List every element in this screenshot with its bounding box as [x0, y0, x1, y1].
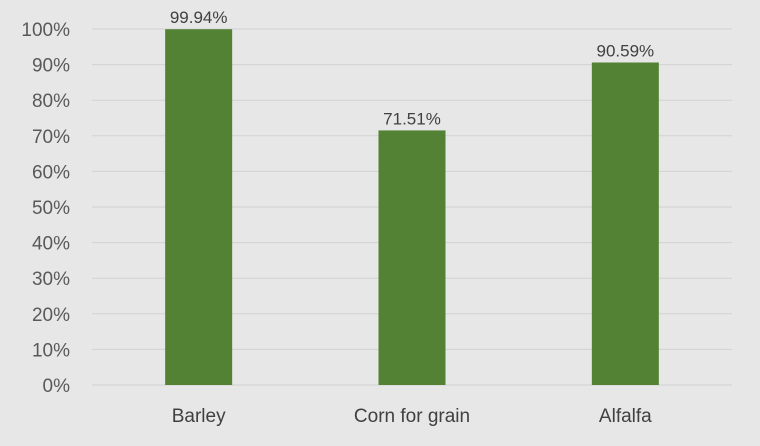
y-tick-label: 80% — [32, 91, 70, 112]
y-tick-label: 50% — [32, 198, 70, 219]
data-labels: 99.94% 71.51% 90.59% — [170, 8, 654, 128]
bar-alfalfa — [591, 62, 659, 385]
y-tick-label: 70% — [32, 127, 70, 148]
y-tick-label: 60% — [32, 162, 70, 183]
bar-corn-for-grain — [378, 130, 446, 385]
x-category-label: Barley — [172, 406, 226, 427]
data-label: 90.59% — [596, 41, 654, 60]
y-tick-label: 10% — [32, 340, 70, 361]
data-label: 99.94% — [170, 8, 228, 27]
x-axis-categories: Barley Corn for grain Alfalfa — [172, 406, 652, 427]
bars — [165, 29, 659, 386]
x-category-label: Alfalfa — [599, 406, 652, 427]
y-tick-label: 40% — [32, 234, 70, 255]
y-axis-ticks: 0% 10% 20% 30% 40% 50% 60% 70% 80% 90% 100% — [21, 20, 70, 397]
y-tick-label: 0% — [43, 376, 71, 397]
y-tick-label: 100% — [21, 20, 70, 41]
x-category-label: Corn for grain — [354, 406, 470, 427]
y-tick-label: 90% — [32, 56, 70, 77]
y-tick-label: 30% — [32, 269, 70, 290]
bar-barley — [165, 29, 233, 386]
y-tick-label: 20% — [32, 305, 70, 326]
data-label: 71.51% — [383, 109, 441, 128]
